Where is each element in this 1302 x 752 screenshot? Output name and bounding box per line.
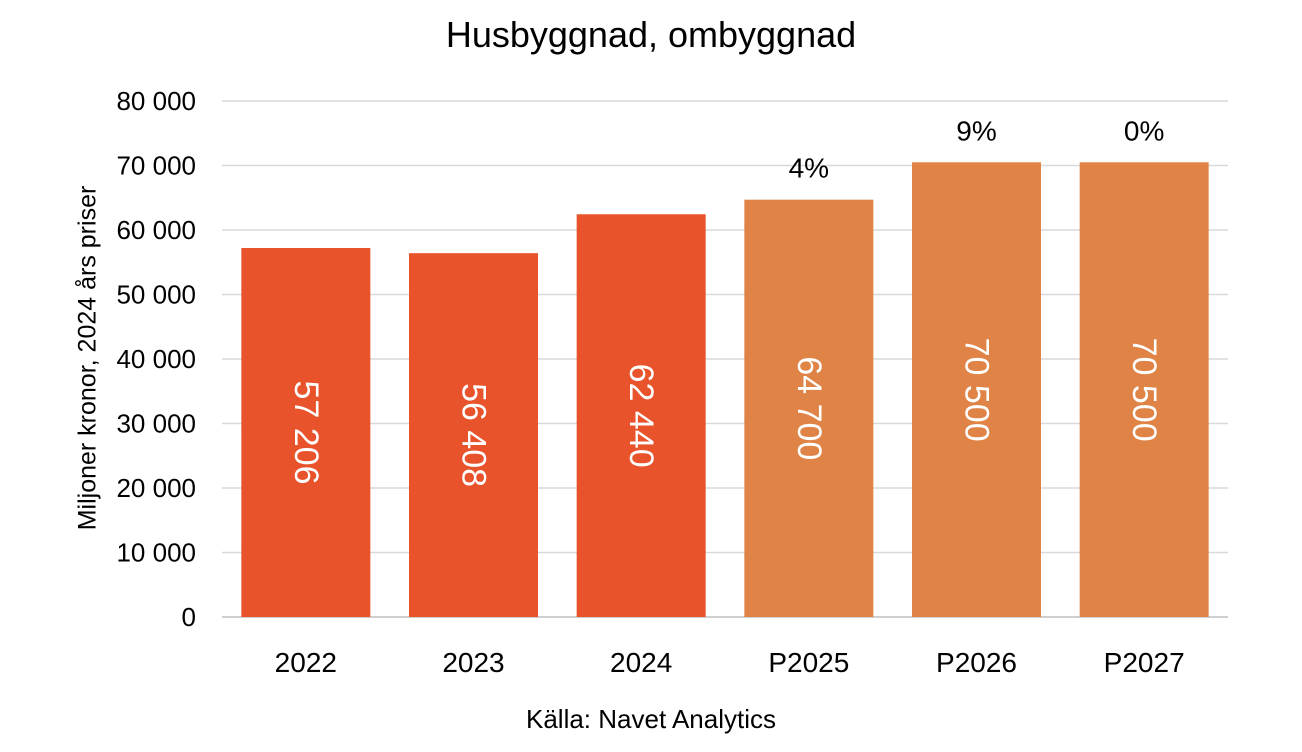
x-tick-label: P2026 <box>936 647 1017 678</box>
bar-change-label: 4% <box>789 153 829 184</box>
y-tick-label: 10 000 <box>116 538 196 568</box>
bar <box>409 253 538 617</box>
y-tick-label: 20 000 <box>116 473 196 503</box>
bar <box>576 214 706 617</box>
y-tick-label: 40 000 <box>116 344 196 374</box>
x-tick-label: 2024 <box>610 647 672 678</box>
x-tick-label: P2027 <box>1104 647 1185 678</box>
x-tick-label: 2022 <box>275 647 337 678</box>
bar-value-label: 70 500 <box>958 338 996 442</box>
bar-value-label: 70 500 <box>1125 338 1163 442</box>
y-tick-label: 70 000 <box>116 151 196 181</box>
x-tick-label: P2025 <box>768 647 849 678</box>
bar-value-label: 57 206 <box>287 381 325 485</box>
y-tick-label: 60 000 <box>116 215 196 245</box>
chart-source: Källa: Navet Analytics <box>525 704 776 734</box>
bar-change-label: 9% <box>956 115 996 146</box>
bar <box>744 199 874 617</box>
chart-title: Husbyggnad, ombyggnad <box>445 14 857 55</box>
bar-value-label: 62 440 <box>622 364 660 468</box>
bar <box>241 248 371 617</box>
bar-value-label: 64 700 <box>790 356 828 460</box>
bar <box>912 162 1041 617</box>
bar-value-label: 56 408 <box>455 383 493 487</box>
y-tick-label: 50 000 <box>116 280 196 310</box>
bar <box>1079 162 1209 617</box>
y-tick-label: 80 000 <box>116 86 196 116</box>
y-tick-label: 30 000 <box>116 409 196 439</box>
x-tick-label: 2023 <box>442 647 504 678</box>
bar-change-label: 0% <box>1124 115 1164 146</box>
y-tick-label: 0 <box>182 602 196 632</box>
